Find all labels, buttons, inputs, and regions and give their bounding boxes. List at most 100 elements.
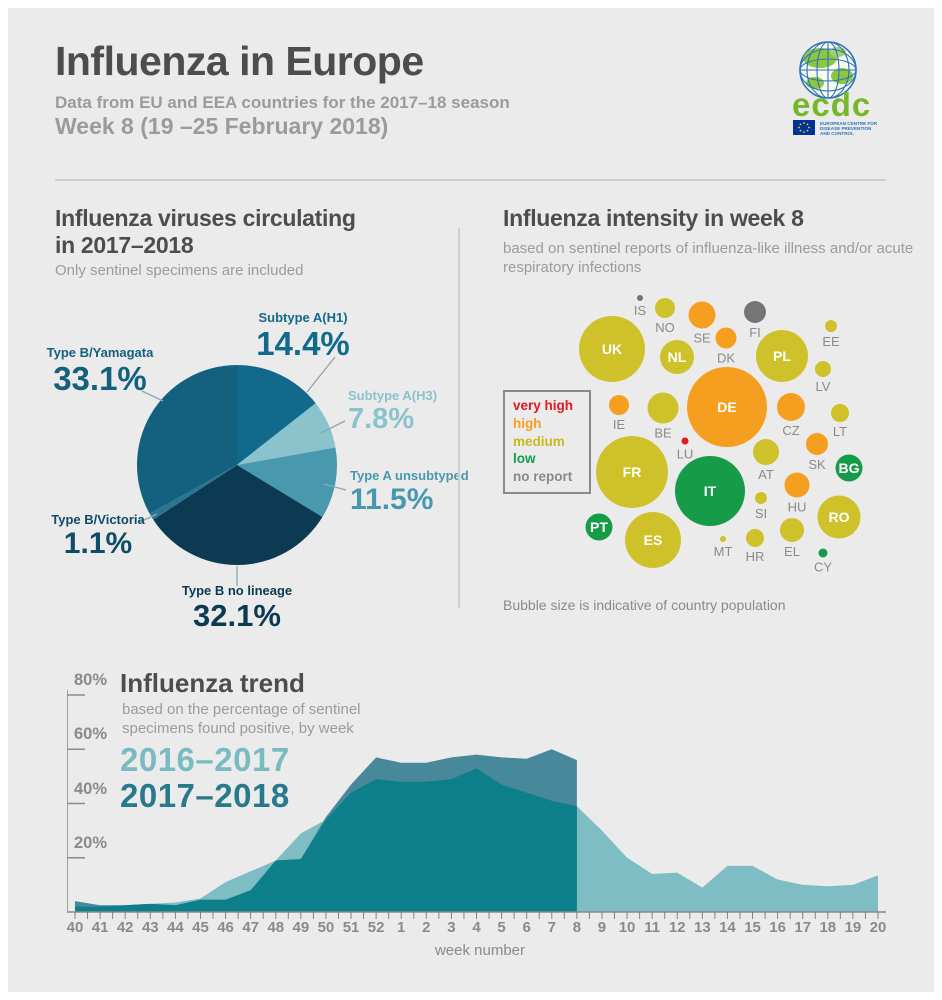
week-tick-44: 44 [167,919,184,936]
eu-flag-icon [793,120,815,135]
bubble-label-AT: AT [758,467,774,482]
map-section-subtitle-line1: based on sentinel reports of influenza-l… [503,240,914,257]
bubble-label-LV: LV [816,379,831,394]
bubble-SK [806,433,828,455]
bubble-label-SE: SE [693,331,711,346]
bubble-label-PT: PT [590,519,608,535]
bubble-label-IS: IS [634,303,647,318]
bubble-LV [815,361,831,377]
week-tick-14: 14 [719,919,736,936]
week-tick-19: 19 [844,919,862,936]
intensity-bubble-map: IS NO SE FI EE UK NL DK PL LV IE BE DE CZ LT LU FR AT SK BG… [579,295,863,575]
bubble-FI [744,301,766,323]
week-tick-18: 18 [819,919,837,936]
bubble-IS [637,295,643,301]
bubble-UK [579,316,645,382]
legend-very-high: very high [513,398,574,413]
bubble-PL [756,330,808,382]
week-tick-52: 52 [367,919,385,936]
virus-pie-chart [136,356,347,586]
bubble-label-BE: BE [654,426,672,441]
pie-value-type-b-no-lineage: 32.1% [193,598,281,634]
bubble-label-FI: FI [749,325,761,340]
week-tick-48: 48 [267,919,285,936]
week-tick-20: 20 [869,919,887,936]
bubble-CY [818,548,828,558]
y-tick-40: 40% [74,779,108,798]
week-tick-42: 42 [116,919,134,936]
pie-section-title-line2: in 2017–2018 [55,232,194,258]
week-tick-7: 7 [547,919,556,936]
pie-label-type-a-unsubtyped: Type A unsubtyped 11.5% [350,468,490,515]
week-tick-11: 11 [644,919,661,936]
week-tick-51: 51 [342,919,360,936]
bubble-size-note: Bubble size is indicative of country pop… [503,597,786,613]
bubble-DK [715,327,737,349]
legend-2016-2017: 2016–2017 [120,741,290,778]
trend-subtitle: based on the percentage of sentinel spec… [122,701,361,737]
week-tick-40: 40 [66,919,84,936]
svg-text:EUROPEAN CENTRE FOR: EUROPEAN CENTRE FOR [820,121,878,126]
bubble-HR [746,529,764,547]
y-tick-20: 20% [74,833,108,852]
country-bubbles: IS NO SE FI EE UK NL DK PL LV IE BE DE CZ LT LU FR AT SK BG… [579,295,863,575]
bubble-NL [660,340,694,374]
ecdc-logo: ecdc EUROPEAN CENTRE FOR DISEASE PREVENT… [792,41,878,136]
bubble-AT [753,439,779,465]
week-tick-3: 3 [447,919,456,936]
area-overlap [75,768,577,912]
bubble-label-DK: DK [717,351,735,366]
pie-section-title-line1: Influenza viruses circulating [55,205,356,231]
bubble-label-BG: BG [839,460,860,476]
intensity-legend: very high high medium low no report [503,390,591,495]
bubble-CZ [777,393,805,421]
bubble-label-CZ: CZ [782,423,799,438]
bubble-PT [585,513,613,541]
week-tick-8: 8 [572,919,582,936]
pie-label-subtype-a-h3: Subtype A(H3) 7.8% [348,388,478,436]
legend-high: high [513,415,542,431]
pie-section-subtitle: Only sentinel specimens are included [55,262,304,279]
bubble-label-RO: RO [829,509,850,525]
week-tick-6: 6 [522,919,531,936]
bubble-label-UK: UK [602,341,622,357]
pie-value-type-b-yamagata: 33.1% [53,360,147,398]
bubble-BG [835,454,863,482]
trend-title: Influenza trend [120,668,305,698]
section-divider [458,228,460,608]
legend-medium: medium [513,433,565,449]
week-tick-50: 50 [317,919,335,936]
week-tick-16: 16 [769,919,786,936]
page-title: Influenza in Europe [55,38,424,84]
page-subtitle: Data from EU and EEA countries for the 2… [55,93,510,112]
bubble-label-NL: NL [668,349,687,365]
pie-label-type-b-yamagata: Type B/Yamagata 33.1% [38,345,162,398]
svg-text:DISEASE PREVENTION: DISEASE PREVENTION [820,126,872,131]
bubble-FR [596,436,668,508]
legend-low: low [513,451,536,467]
ecdc-org-text: EUROPEAN CENTRE FOR DISEASE PREVENTION A… [820,121,878,136]
week-tick-45: 45 [192,919,209,936]
week-tick-43: 43 [141,919,159,936]
bubble-SI [755,492,767,504]
bubble-label-CY: CY [814,560,832,575]
bubble-LU [681,437,689,445]
bubble-label-HU: HU [788,500,807,515]
pie-value-subtype-a-h3: 7.8% [348,403,415,436]
trend-areas [75,749,878,912]
map-section-title: Influenza intensity in week 8 [503,205,804,231]
bubble-IT [675,456,745,526]
bubble-label-HR: HR [746,549,765,564]
legend-no-report: no report [513,469,573,485]
y-tick-80: 80% [74,671,108,689]
bubble-label-LU: LU [677,447,694,462]
bubble-label-IE: IE [613,417,626,432]
map-section-subtitle-line2: respiratory infections [503,259,642,276]
bubble-NO [655,298,675,318]
globe-icon [799,41,857,99]
bubble-MT [720,536,726,542]
week-tick-49: 49 [292,919,310,936]
bubble-EL [780,518,804,542]
pie-label-subtype-a-h1: Subtype A(H1) 14.4% [233,310,373,360]
